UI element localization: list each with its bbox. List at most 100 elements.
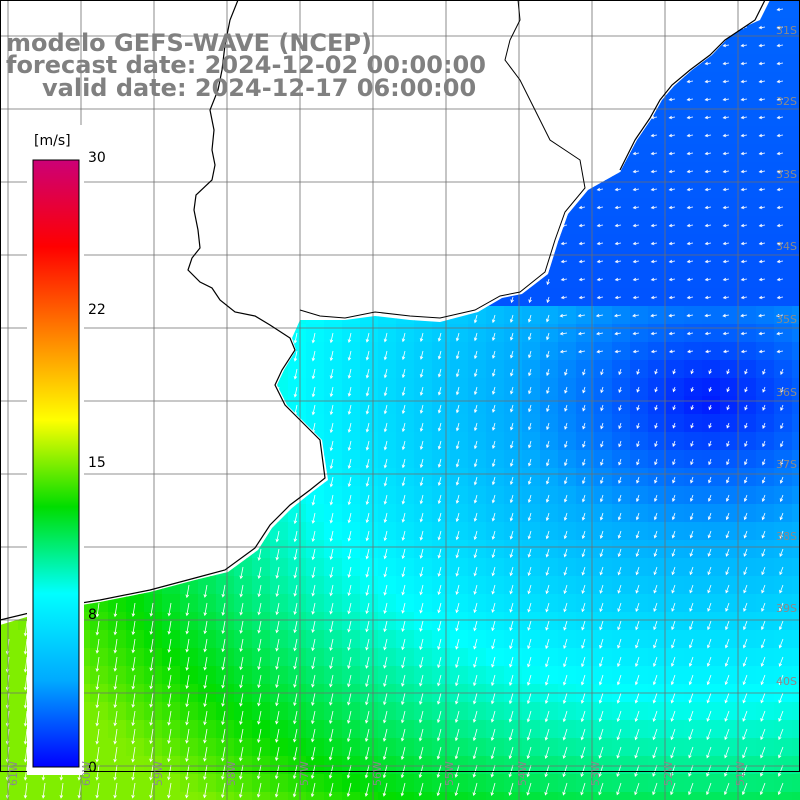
wind-arrow — [779, 530, 784, 539]
field-cell — [270, 180, 289, 199]
wind-arrow — [671, 620, 676, 631]
field-cell — [378, 198, 397, 217]
wind-arrow — [616, 746, 622, 759]
field-cell — [522, 180, 541, 199]
wind-arrow — [149, 710, 154, 726]
wind-arrow — [436, 746, 442, 760]
wind-arrow — [23, 782, 28, 799]
field-cell — [558, 36, 577, 55]
wind-arrow — [545, 584, 550, 595]
wind-arrow — [347, 710, 352, 724]
wind-arrow — [706, 728, 712, 741]
field-cell — [558, 0, 577, 19]
field-cell — [288, 234, 307, 253]
wind-arrow — [762, 368, 766, 375]
wind-arrow — [636, 458, 640, 466]
wind-arrow — [365, 350, 370, 361]
wind-arrow — [635, 638, 640, 649]
wind-arrow — [581, 656, 586, 668]
wind-arrow — [636, 404, 640, 411]
field-cell — [558, 162, 577, 181]
field-cell — [630, 306, 649, 325]
wind-arrow — [185, 620, 190, 635]
field-cell — [252, 216, 271, 235]
field-cell — [252, 270, 271, 289]
wind-arrow — [131, 638, 136, 654]
field-cell — [792, 342, 800, 361]
wind-arrow — [311, 638, 316, 652]
wind-arrow — [527, 620, 532, 631]
wind-arrow — [744, 440, 748, 448]
field-cell — [594, 288, 613, 307]
field-cell — [774, 324, 793, 343]
wind-arrow — [491, 512, 496, 522]
field-cell — [342, 144, 361, 163]
field-cell — [558, 180, 577, 199]
wind-arrow — [346, 782, 352, 797]
field-cell — [126, 108, 145, 127]
field-cell — [0, 342, 19, 361]
wind-arrow — [491, 566, 496, 577]
field-cell — [774, 288, 793, 307]
wind-arrow — [758, 295, 766, 300]
field-cell — [252, 360, 271, 379]
field-cell — [540, 792, 559, 800]
field-cell — [90, 576, 109, 595]
wind-arrow — [491, 332, 496, 342]
wind-arrow — [455, 440, 460, 450]
field-cell — [432, 18, 451, 37]
wind-arrow — [527, 674, 532, 686]
lat-label: 39S — [776, 602, 797, 615]
field-cell — [360, 288, 379, 307]
wind-arrow — [614, 349, 622, 354]
wind-arrow — [580, 782, 586, 796]
wind-arrow — [563, 476, 568, 485]
field-cell — [774, 342, 793, 361]
wind-arrow — [668, 169, 676, 174]
wind-arrow — [545, 656, 550, 668]
wind-arrow — [419, 458, 424, 469]
wind-arrow — [401, 566, 406, 578]
wind-arrow — [473, 386, 478, 396]
wind-arrow — [690, 386, 694, 393]
wind-arrow — [149, 728, 154, 745]
wind-arrow — [722, 241, 730, 246]
wind-arrow — [578, 295, 586, 300]
wind-arrow — [704, 295, 712, 300]
wind-arrow — [704, 331, 712, 336]
field-cell — [0, 504, 19, 523]
field-cell — [738, 180, 757, 199]
wind-arrow — [293, 530, 298, 543]
wind-arrow — [740, 61, 748, 66]
field-cell — [252, 162, 271, 181]
wind-arrow — [743, 584, 748, 594]
wind-arrow — [293, 332, 298, 344]
field-cell — [792, 306, 800, 325]
wind-arrow — [131, 656, 136, 672]
wind-arrow — [310, 746, 316, 761]
wind-arrow — [293, 728, 298, 743]
field-cell — [432, 216, 451, 235]
wind-arrow — [509, 602, 514, 613]
wind-arrow — [527, 602, 532, 613]
field-cell — [0, 288, 19, 307]
wind-arrow — [401, 458, 406, 469]
field-cell — [630, 324, 649, 343]
field-cell — [504, 216, 523, 235]
wind-arrow — [221, 764, 226, 780]
wind-arrow — [256, 782, 262, 798]
field-cell — [0, 162, 19, 181]
wind-arrow — [401, 638, 406, 651]
field-cell — [522, 162, 541, 181]
field-cell — [414, 216, 433, 235]
wind-arrow — [600, 368, 604, 376]
wind-arrow — [688, 746, 694, 759]
field-cell — [738, 324, 757, 343]
field-cell — [486, 792, 505, 800]
wind-arrow — [653, 638, 658, 649]
wind-arrow — [454, 782, 460, 797]
wind-arrow — [491, 314, 496, 324]
wind-arrow — [618, 422, 622, 430]
field-cell — [360, 0, 379, 19]
wind-arrow — [365, 440, 370, 451]
